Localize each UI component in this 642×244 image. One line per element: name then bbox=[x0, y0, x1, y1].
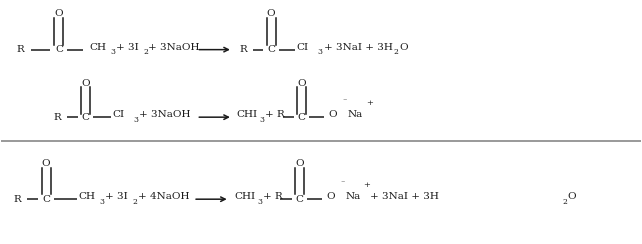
Text: C: C bbox=[298, 113, 306, 122]
Text: Na: Na bbox=[348, 110, 363, 119]
Text: O: O bbox=[55, 9, 63, 18]
Text: 3: 3 bbox=[259, 116, 265, 124]
Text: R: R bbox=[13, 195, 21, 204]
Text: O: O bbox=[82, 79, 90, 88]
Text: + 3NaI + 3H: + 3NaI + 3H bbox=[324, 43, 392, 52]
Text: + 3NaOH: + 3NaOH bbox=[139, 110, 191, 119]
Text: 2: 2 bbox=[143, 48, 148, 56]
Text: C: C bbox=[267, 45, 275, 54]
Text: C: C bbox=[42, 195, 50, 204]
Text: O: O bbox=[297, 79, 306, 88]
Text: C: C bbox=[295, 195, 303, 204]
Text: + 3NaOH: + 3NaOH bbox=[148, 43, 200, 52]
Text: + 3I: + 3I bbox=[116, 43, 139, 52]
Text: 3: 3 bbox=[317, 48, 322, 56]
Text: CH: CH bbox=[78, 192, 95, 201]
Text: +: + bbox=[366, 99, 372, 107]
Text: + 4NaOH: + 4NaOH bbox=[137, 192, 189, 201]
Text: ⁻: ⁻ bbox=[343, 99, 347, 107]
Text: Na: Na bbox=[345, 192, 361, 201]
Text: 3: 3 bbox=[100, 198, 104, 206]
Text: CI: CI bbox=[297, 43, 309, 52]
Text: + 3I: + 3I bbox=[105, 192, 128, 201]
Text: R: R bbox=[239, 45, 247, 54]
Text: 3: 3 bbox=[110, 48, 116, 56]
Text: CHI: CHI bbox=[234, 192, 255, 201]
Text: O: O bbox=[42, 159, 51, 168]
Text: 2: 2 bbox=[562, 198, 568, 206]
Text: O: O bbox=[399, 43, 408, 52]
Text: 2: 2 bbox=[394, 48, 399, 56]
Text: C: C bbox=[82, 113, 90, 122]
Text: + 3NaI + 3H: + 3NaI + 3H bbox=[370, 192, 438, 201]
Text: O: O bbox=[295, 159, 304, 168]
Text: O: O bbox=[568, 192, 577, 201]
Text: ⁻: ⁻ bbox=[340, 181, 345, 189]
Text: O: O bbox=[267, 9, 275, 18]
Text: +: + bbox=[363, 181, 370, 189]
Text: R: R bbox=[54, 113, 62, 122]
Text: CI: CI bbox=[112, 110, 125, 119]
Text: 3: 3 bbox=[133, 116, 138, 124]
Text: O: O bbox=[326, 192, 334, 201]
Text: + R: + R bbox=[265, 110, 285, 119]
Text: + R: + R bbox=[263, 192, 282, 201]
Text: O: O bbox=[329, 110, 337, 119]
Text: CHI: CHI bbox=[237, 110, 257, 119]
Text: C: C bbox=[55, 45, 63, 54]
Text: CH: CH bbox=[90, 43, 107, 52]
Text: 3: 3 bbox=[257, 198, 262, 206]
Text: R: R bbox=[17, 45, 24, 54]
Text: 2: 2 bbox=[132, 198, 137, 206]
